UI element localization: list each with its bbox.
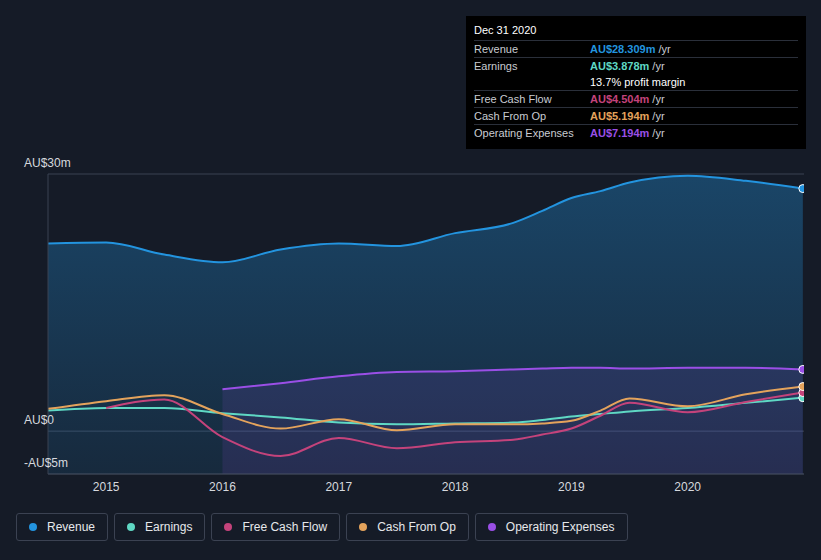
html-text:AU$5.194m /yr: AU$5.194m /yr [590,110,665,122]
svg-text:-AU$5m: -AU$5m [24,456,68,470]
html-text:Earnings: Earnings [145,520,193,534]
html-text:AU$7.194m /yr: AU$7.194m /yr [590,127,665,139]
html-text:Earnings: Earnings [474,60,518,72]
html-text:Revenue: Revenue [474,43,518,55]
html-text:Cash From Op: Cash From Op [377,520,456,534]
html-text:AU$28.309m /yr: AU$28.309m /yr [590,43,671,55]
svg-text:AU$0: AU$0 [24,413,54,427]
html-text:AU$3.878m /yr: AU$3.878m /yr [590,60,665,72]
svg-text:2017: 2017 [325,480,352,494]
html-text:Dec 31 2020: Dec 31 2020 [474,24,537,36]
html-text:Operating Expenses: Operating Expenses [505,520,615,534]
html-text:Free Cash Flow: Free Cash Flow [242,520,328,534]
svg-text:AU$30m: AU$30m [24,156,71,170]
svg-text:2016: 2016 [209,480,236,494]
html-text:AU$4.504m /yr: AU$4.504m /yr [590,93,665,105]
html-text:Operating Expenses: Operating Expenses [474,127,574,139]
html-text:Revenue: Revenue [47,520,95,534]
svg-text:2020: 2020 [674,480,701,494]
svg-text:2018: 2018 [442,480,469,494]
svg-text:2015: 2015 [93,480,120,494]
html-text:13.7% profit margin: 13.7% profit margin [590,76,686,88]
svg-text:2019: 2019 [558,480,585,494]
html-text:Free Cash Flow: Free Cash Flow [474,93,552,105]
html-text:Cash From Op: Cash From Op [474,110,547,122]
